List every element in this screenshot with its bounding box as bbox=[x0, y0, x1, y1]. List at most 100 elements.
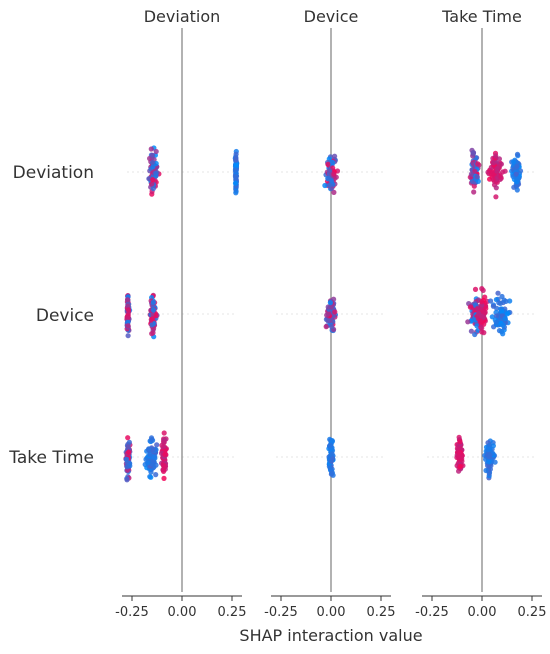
data-point bbox=[322, 182, 328, 189]
data-point bbox=[478, 318, 484, 324]
data-point bbox=[485, 447, 491, 453]
data-point bbox=[486, 471, 492, 477]
data-point bbox=[323, 324, 329, 330]
data-point bbox=[153, 170, 159, 176]
x-tick-label: 0.00 bbox=[468, 605, 497, 620]
data-point bbox=[327, 442, 334, 448]
data-point bbox=[153, 148, 159, 155]
data-point bbox=[325, 161, 331, 167]
row-label-deviation: Deviation bbox=[13, 163, 94, 183]
points-layer bbox=[123, 145, 524, 483]
x-tick-label: 0.00 bbox=[168, 605, 197, 620]
data-point bbox=[502, 315, 508, 322]
data-point bbox=[150, 299, 156, 305]
data-point bbox=[504, 311, 511, 317]
column-title-deviation: Deviation bbox=[144, 7, 221, 26]
data-point bbox=[474, 323, 480, 329]
data-point bbox=[125, 323, 131, 329]
data-point bbox=[485, 463, 491, 469]
data-point bbox=[145, 460, 151, 466]
data-point bbox=[150, 447, 156, 453]
data-point bbox=[474, 174, 480, 180]
x-tick-label: -0.25 bbox=[415, 605, 449, 620]
data-point bbox=[496, 156, 502, 162]
data-point bbox=[327, 300, 333, 306]
data-point bbox=[125, 333, 131, 339]
data-point bbox=[332, 309, 338, 315]
data-point bbox=[490, 303, 496, 309]
data-point bbox=[330, 456, 336, 462]
data-point bbox=[494, 168, 500, 174]
data-point bbox=[161, 430, 167, 436]
data-point bbox=[147, 452, 153, 458]
data-point bbox=[150, 185, 156, 192]
data-point bbox=[162, 451, 168, 458]
data-point bbox=[516, 176, 522, 182]
data-point bbox=[479, 299, 485, 305]
data-point bbox=[326, 175, 332, 181]
x-tick-label: -0.25 bbox=[264, 605, 298, 620]
data-point bbox=[150, 177, 156, 183]
data-point bbox=[331, 189, 337, 195]
data-point bbox=[465, 319, 471, 325]
data-point bbox=[326, 182, 333, 188]
x-tick-label: 0.00 bbox=[317, 605, 346, 620]
data-point bbox=[149, 160, 156, 166]
data-point bbox=[493, 313, 500, 319]
data-point bbox=[232, 167, 238, 173]
column-title-take-time: Take Time bbox=[441, 7, 522, 26]
data-point bbox=[124, 315, 131, 321]
data-point bbox=[471, 189, 477, 195]
data-point bbox=[475, 178, 481, 184]
data-point bbox=[161, 439, 167, 445]
data-point bbox=[468, 328, 474, 334]
data-point bbox=[513, 171, 519, 177]
data-point bbox=[148, 146, 154, 152]
data-point bbox=[329, 438, 335, 444]
data-point bbox=[149, 331, 155, 337]
data-point bbox=[496, 300, 502, 306]
data-point bbox=[150, 307, 157, 313]
data-point bbox=[479, 329, 485, 335]
data-point bbox=[125, 307, 131, 313]
data-point bbox=[153, 472, 159, 478]
x-tick-label: -0.25 bbox=[115, 605, 149, 620]
data-point bbox=[457, 463, 463, 469]
column-title-device: Device bbox=[304, 7, 359, 26]
data-point bbox=[329, 324, 335, 330]
data-point bbox=[233, 151, 239, 157]
data-point bbox=[329, 470, 335, 476]
data-point bbox=[479, 286, 485, 292]
data-point bbox=[487, 466, 493, 472]
data-point bbox=[499, 328, 505, 335]
row-label-device: Device bbox=[36, 306, 94, 326]
data-point bbox=[514, 163, 520, 170]
data-point bbox=[153, 313, 159, 319]
data-point bbox=[495, 290, 501, 296]
data-point bbox=[499, 308, 505, 314]
data-point bbox=[475, 161, 481, 167]
data-point bbox=[332, 153, 338, 159]
data-point bbox=[124, 477, 130, 483]
data-point bbox=[487, 452, 493, 458]
data-point bbox=[502, 168, 508, 174]
data-point bbox=[125, 297, 131, 303]
row-label-take-time: Take Time bbox=[8, 448, 94, 468]
x-tick-label: 0.25 bbox=[367, 605, 396, 620]
data-point bbox=[330, 159, 336, 165]
data-point bbox=[470, 150, 476, 156]
data-point bbox=[490, 443, 496, 449]
data-point bbox=[123, 456, 130, 462]
data-point bbox=[490, 170, 496, 176]
data-point bbox=[493, 153, 499, 159]
data-point bbox=[149, 152, 155, 158]
data-point bbox=[498, 174, 504, 180]
data-point bbox=[486, 459, 492, 465]
data-point bbox=[151, 454, 157, 460]
data-point bbox=[161, 475, 167, 481]
data-point bbox=[467, 304, 473, 310]
data-point bbox=[331, 171, 337, 177]
data-point bbox=[325, 304, 331, 310]
data-point bbox=[125, 444, 131, 450]
data-point bbox=[329, 451, 335, 457]
